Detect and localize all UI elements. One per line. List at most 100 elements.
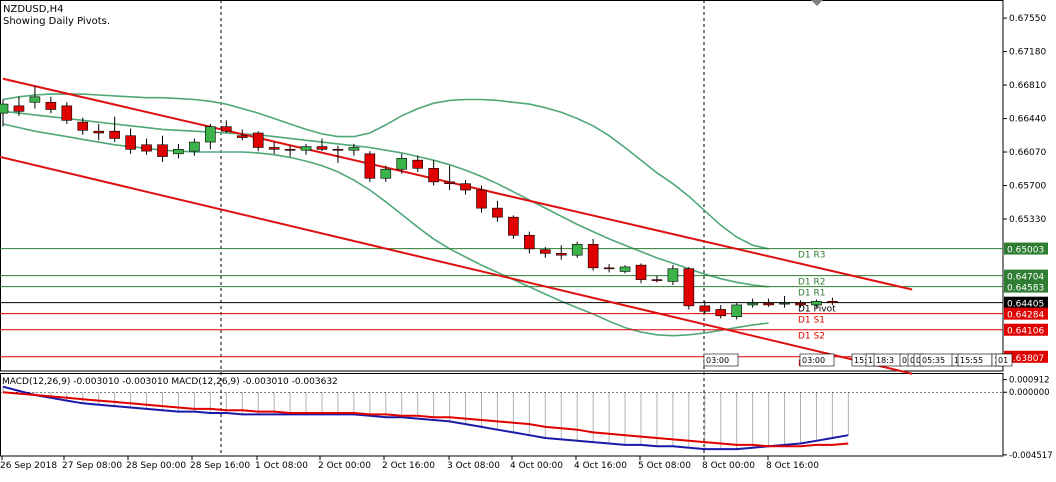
candle bbox=[539, 247, 551, 258]
candle-body bbox=[683, 268, 695, 307]
candle-body bbox=[460, 183, 471, 191]
macd-tick-label: 0.000912 bbox=[1009, 376, 1050, 386]
candle bbox=[492, 200, 503, 222]
candle bbox=[508, 215, 519, 239]
candle bbox=[795, 300, 806, 308]
price-tag-bg bbox=[1004, 323, 1048, 336]
candle bbox=[571, 241, 583, 258]
candle bbox=[268, 142, 280, 154]
candle bbox=[316, 138, 328, 152]
price-tag: 0.64405 bbox=[1004, 296, 1048, 310]
candle bbox=[651, 275, 663, 283]
price-tick-label: 0.67180 bbox=[1009, 48, 1046, 58]
time-tag-text: 05:35 bbox=[922, 356, 945, 365]
time-tag-text: 0 bbox=[910, 356, 915, 365]
candle bbox=[396, 153, 408, 174]
candle bbox=[0, 99, 9, 127]
candle-body bbox=[221, 126, 232, 132]
price-tag: 0.65003 bbox=[1004, 242, 1048, 256]
price-tick-label: 0.67550 bbox=[1009, 14, 1046, 24]
time-tag: 03:00 bbox=[703, 353, 739, 367]
time-tag-text: 0 bbox=[916, 356, 921, 365]
candle-body bbox=[380, 168, 392, 179]
candle-body bbox=[428, 168, 439, 183]
macd-signal-line bbox=[2, 391, 849, 448]
price-tag-bg bbox=[1004, 269, 1048, 282]
candle-body bbox=[205, 126, 216, 143]
candle bbox=[348, 143, 360, 156]
candle-body bbox=[332, 149, 344, 151]
candle-body bbox=[141, 144, 152, 152]
candle bbox=[109, 116, 120, 143]
price-tag-text: 0.64284 bbox=[1007, 311, 1044, 321]
candle-body bbox=[508, 216, 519, 236]
price-tag-bg bbox=[1004, 307, 1048, 320]
candle bbox=[555, 245, 567, 260]
candle-body bbox=[827, 301, 838, 303]
price-tag-bg bbox=[1004, 350, 1048, 363]
candle-body bbox=[635, 264, 647, 280]
candle-body bbox=[284, 149, 296, 151]
price-tag-text: 0.63807 bbox=[1007, 354, 1044, 364]
candle bbox=[125, 128, 136, 154]
time-tick-label: 1 Oct 08:00 bbox=[255, 461, 308, 471]
indicator-subtitle: Showing Daily Pivots. bbox=[3, 16, 110, 27]
candle bbox=[428, 160, 439, 186]
macd-title: MACD(12,26,9) -0.003010 -0.003010 MACD(1… bbox=[2, 377, 338, 387]
time-tag-box bbox=[703, 353, 739, 367]
time-tag: 18:3 bbox=[873, 353, 903, 367]
candle bbox=[284, 145, 296, 157]
channel-lower-line bbox=[0, 155, 913, 375]
price-tag: 0.64583 bbox=[1004, 280, 1048, 294]
candle bbox=[300, 143, 312, 155]
price-tag-text: 0.64583 bbox=[1007, 284, 1044, 294]
time-tick-label: 5 Oct 08:00 bbox=[638, 461, 691, 471]
candle-body bbox=[555, 253, 567, 256]
time-tag-text: 1 bbox=[868, 356, 873, 365]
candle-body bbox=[603, 267, 615, 270]
candle-body bbox=[93, 130, 104, 134]
time-tag: 01 bbox=[995, 353, 1013, 367]
candle bbox=[221, 120, 232, 134]
candle bbox=[77, 117, 89, 135]
candle bbox=[93, 123, 104, 141]
pivot-label: D1 R1 bbox=[798, 289, 826, 299]
candle bbox=[444, 165, 455, 191]
candle-body bbox=[236, 135, 248, 138]
pivot-label: D1 Pivot bbox=[798, 305, 836, 315]
candle bbox=[715, 304, 727, 319]
candle bbox=[380, 165, 392, 182]
macd-tick-label: -0.004517 bbox=[1009, 451, 1053, 461]
price-tick-label: 0.65330 bbox=[1009, 215, 1046, 225]
candle bbox=[667, 265, 679, 286]
price-tag-bg bbox=[1004, 296, 1048, 309]
candle-body bbox=[763, 302, 774, 306]
chart-shift-marker bbox=[811, 0, 823, 6]
price-tick-label: 0.66810 bbox=[1009, 81, 1046, 91]
candle bbox=[811, 299, 822, 308]
time-tag-text: 15:55 bbox=[960, 356, 983, 365]
candle bbox=[747, 298, 758, 308]
candle-body bbox=[715, 309, 727, 317]
candle-body bbox=[189, 141, 200, 152]
pivot-label: D1 S1 bbox=[798, 316, 825, 326]
candle bbox=[827, 297, 838, 305]
candle bbox=[29, 85, 41, 109]
candle bbox=[779, 295, 790, 308]
candle bbox=[189, 138, 200, 156]
price-tick-label: 0.66070 bbox=[1009, 148, 1046, 158]
candle-body bbox=[268, 147, 280, 150]
time-tick-label: 28 Sep 16:00 bbox=[190, 461, 250, 471]
candle-body bbox=[476, 189, 487, 209]
candle-body bbox=[539, 249, 551, 254]
candle-body bbox=[109, 130, 120, 139]
time-tag-text: 1 bbox=[954, 356, 959, 365]
bollinger-upper-line bbox=[2, 93, 769, 250]
candle-body bbox=[571, 244, 583, 256]
candle-body bbox=[300, 146, 312, 151]
time-tag-text: 03:00 bbox=[802, 356, 825, 365]
candle-body bbox=[396, 158, 408, 170]
